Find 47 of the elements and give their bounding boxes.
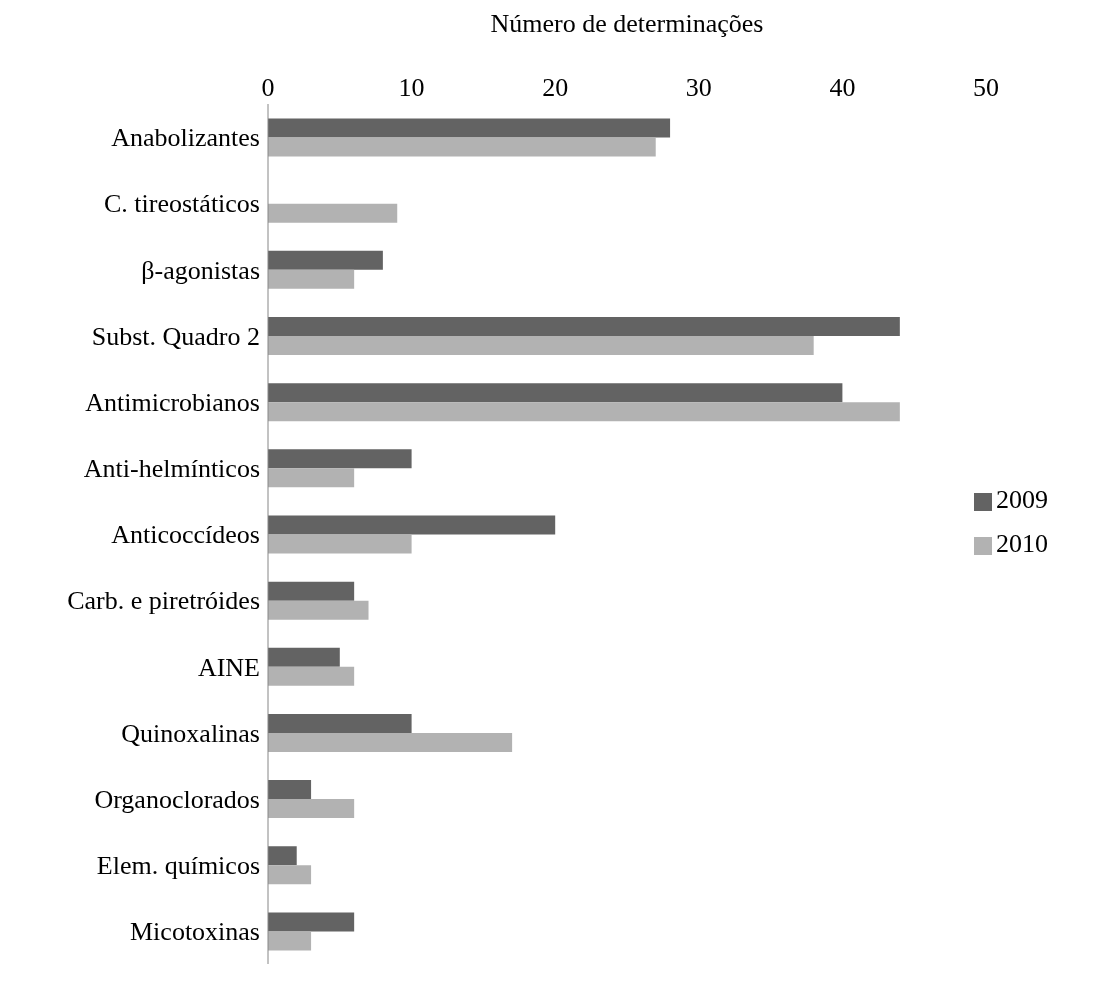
- bar: [268, 336, 814, 356]
- x-tick-label: 20: [542, 73, 569, 102]
- y-tick-label: Carb. e piretróides: [67, 586, 260, 616]
- bar: [268, 137, 656, 157]
- bar: [268, 799, 355, 819]
- x-axis-title: Número de determinações: [490, 9, 764, 39]
- bar: [268, 449, 412, 469]
- y-tick-label: Antimicrobianos: [85, 387, 260, 417]
- y-tick-label: Micotoxinas: [130, 917, 260, 947]
- y-tick-label: β-agonistas: [141, 255, 260, 285]
- legend-label: 2009: [996, 485, 1048, 514]
- y-tick-label: C. tireostáticos: [104, 189, 260, 219]
- bar: [268, 600, 369, 620]
- y-tick-label: Anabolizantes: [111, 123, 260, 153]
- y-tick-label: Anti-helmínticos: [83, 454, 260, 484]
- bar: [268, 250, 383, 270]
- y-tick-label: Anticoccídeos: [111, 520, 260, 550]
- bar: [268, 865, 312, 885]
- bar: [268, 203, 398, 223]
- legend-label: 2010: [996, 529, 1048, 558]
- y-tick-label: Elem. químicos: [96, 851, 260, 880]
- bar: [268, 383, 843, 403]
- bar: [268, 118, 671, 138]
- bar: [268, 846, 297, 866]
- bar: [268, 732, 513, 752]
- bar: [268, 666, 355, 686]
- bar: [268, 931, 312, 951]
- bar: [268, 269, 355, 289]
- bar: [268, 534, 412, 554]
- y-tick-label: Quinoxalinas: [121, 718, 260, 748]
- x-tick-label: 0: [261, 73, 275, 102]
- y-tick-label: AINE: [197, 652, 260, 682]
- bar: [268, 515, 556, 535]
- y-tick-label: Subst. Quadro 2: [91, 321, 260, 351]
- bar: [268, 317, 900, 337]
- x-tick-label: 50: [973, 73, 999, 102]
- bar: [268, 713, 412, 733]
- bar: [268, 647, 340, 667]
- x-tick-label: 30: [685, 73, 712, 102]
- bar: [268, 780, 312, 800]
- y-tick-label: Organoclorados: [94, 784, 260, 814]
- bar: [268, 581, 355, 601]
- bar: [268, 402, 900, 422]
- x-tick-label: 10: [398, 73, 425, 102]
- bar: [268, 468, 355, 488]
- x-tick-label: 40: [829, 73, 856, 102]
- bar: [268, 912, 355, 932]
